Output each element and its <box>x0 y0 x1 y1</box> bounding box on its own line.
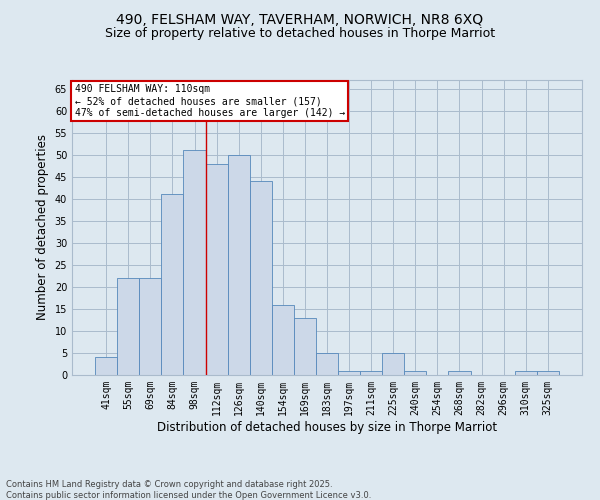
Text: Size of property relative to detached houses in Thorpe Marriot: Size of property relative to detached ho… <box>105 28 495 40</box>
Bar <box>338 370 360 375</box>
Bar <box>139 278 161 375</box>
Bar <box>227 155 250 375</box>
Bar <box>95 358 117 375</box>
Bar <box>316 353 338 375</box>
Bar <box>206 164 227 375</box>
X-axis label: Distribution of detached houses by size in Thorpe Marriot: Distribution of detached houses by size … <box>157 420 497 434</box>
Text: Contains HM Land Registry data © Crown copyright and database right 2025.
Contai: Contains HM Land Registry data © Crown c… <box>6 480 371 500</box>
Bar <box>117 278 139 375</box>
Text: 490 FELSHAM WAY: 110sqm
← 52% of detached houses are smaller (157)
47% of semi-d: 490 FELSHAM WAY: 110sqm ← 52% of detache… <box>74 84 345 117</box>
Bar <box>250 182 272 375</box>
Bar <box>382 353 404 375</box>
Bar <box>515 370 537 375</box>
Bar <box>360 370 382 375</box>
Bar <box>184 150 206 375</box>
Text: 490, FELSHAM WAY, TAVERHAM, NORWICH, NR8 6XQ: 490, FELSHAM WAY, TAVERHAM, NORWICH, NR8… <box>116 12 484 26</box>
Y-axis label: Number of detached properties: Number of detached properties <box>36 134 49 320</box>
Bar <box>161 194 184 375</box>
Bar <box>448 370 470 375</box>
Bar <box>537 370 559 375</box>
Bar <box>272 304 294 375</box>
Bar <box>404 370 427 375</box>
Bar <box>294 318 316 375</box>
